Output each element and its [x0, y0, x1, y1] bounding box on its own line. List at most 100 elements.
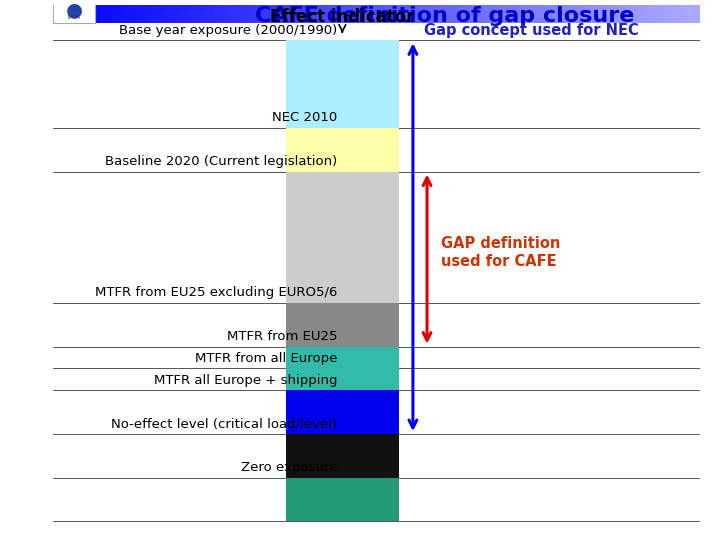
Text: MTFR all Europe + shipping: MTFR all Europe + shipping — [154, 374, 338, 387]
Bar — [526, 0, 534, 23]
Bar — [596, 0, 603, 23]
Bar — [478, 0, 485, 23]
Bar — [548, 0, 555, 23]
Bar — [64, 0, 71, 23]
Bar — [585, 0, 593, 23]
Bar — [269, 0, 275, 23]
Bar — [639, 0, 647, 23]
Bar — [360, 0, 366, 23]
Bar — [392, 0, 399, 23]
Bar — [554, 0, 560, 23]
Bar — [150, 0, 157, 23]
Bar — [286, 172, 399, 303]
Bar — [128, 0, 135, 23]
Bar — [435, 0, 442, 23]
Bar — [75, 0, 81, 23]
Bar — [182, 0, 189, 23]
Bar — [117, 0, 125, 23]
Bar — [263, 0, 270, 23]
Bar — [80, 0, 86, 23]
Bar — [286, 303, 399, 347]
Bar — [156, 0, 162, 23]
Bar — [69, 0, 76, 23]
Bar — [693, 0, 700, 23]
Text: Baseline 2020 (Current legislation): Baseline 2020 (Current legislation) — [105, 155, 338, 168]
Bar — [672, 0, 678, 23]
Bar — [236, 0, 243, 23]
Bar — [446, 0, 453, 23]
Bar — [86, 0, 92, 23]
Bar — [328, 0, 334, 23]
Bar — [510, 0, 517, 23]
Bar — [123, 0, 130, 23]
Bar — [494, 0, 501, 23]
Bar — [134, 0, 140, 23]
Bar — [430, 0, 436, 23]
Bar — [300, 0, 307, 23]
Bar — [193, 0, 199, 23]
Bar — [667, 0, 673, 23]
Bar — [204, 0, 210, 23]
Bar — [107, 0, 114, 23]
Text: Gap concept used for NEC: Gap concept used for NEC — [423, 23, 638, 38]
Bar — [286, 40, 399, 128]
Bar — [678, 0, 684, 23]
Bar — [188, 0, 194, 23]
Bar — [333, 0, 340, 23]
Text: Base year exposure (2000/1990): Base year exposure (2000/1990) — [120, 24, 338, 37]
Bar — [58, 0, 66, 23]
Bar — [209, 0, 216, 23]
Bar — [634, 0, 641, 23]
Bar — [274, 0, 281, 23]
Bar — [306, 0, 312, 23]
Bar — [456, 0, 464, 23]
Bar — [413, 0, 420, 23]
Bar — [683, 0, 689, 23]
Bar — [295, 0, 302, 23]
Bar — [279, 0, 286, 23]
Bar — [591, 0, 598, 23]
Bar — [91, 0, 97, 23]
Text: GAP definition
used for CAFE: GAP definition used for CAFE — [441, 235, 560, 269]
Bar — [286, 128, 399, 172]
Bar — [382, 0, 388, 23]
Bar — [215, 0, 221, 23]
Bar — [112, 0, 119, 23]
Bar — [177, 0, 184, 23]
Text: CAFE definition of gap closure: CAFE definition of gap closure — [255, 6, 634, 26]
Text: Effect indicator: Effect indicator — [270, 9, 415, 32]
Bar — [311, 0, 318, 23]
Text: MTFR from EU25 excluding EURO5/6: MTFR from EU25 excluding EURO5/6 — [95, 286, 338, 299]
Bar — [580, 0, 587, 23]
Bar — [537, 0, 544, 23]
Bar — [376, 0, 382, 23]
Bar — [570, 0, 576, 23]
Bar — [532, 0, 539, 23]
Bar — [252, 0, 259, 23]
Bar — [645, 0, 652, 23]
Bar — [402, 0, 410, 23]
Bar — [230, 0, 238, 23]
Bar — [166, 0, 173, 23]
Bar — [387, 0, 393, 23]
Bar — [629, 0, 636, 23]
Text: IIASA: IIASA — [68, 16, 81, 21]
Bar — [286, 478, 399, 522]
Bar — [343, 0, 351, 23]
Bar — [286, 347, 399, 390]
Text: Zero exposure: Zero exposure — [241, 461, 338, 474]
Bar — [171, 0, 179, 23]
Bar — [451, 0, 458, 23]
Bar — [220, 0, 227, 23]
Text: ●: ● — [66, 0, 83, 19]
Bar — [354, 0, 361, 23]
Bar — [102, 0, 108, 23]
Bar — [559, 0, 566, 23]
Bar — [198, 0, 205, 23]
Bar — [53, 0, 95, 23]
Bar — [286, 390, 399, 434]
Bar — [543, 0, 549, 23]
Bar — [247, 0, 253, 23]
Text: MTFR from all Europe: MTFR from all Europe — [195, 352, 338, 365]
Bar — [365, 0, 372, 23]
